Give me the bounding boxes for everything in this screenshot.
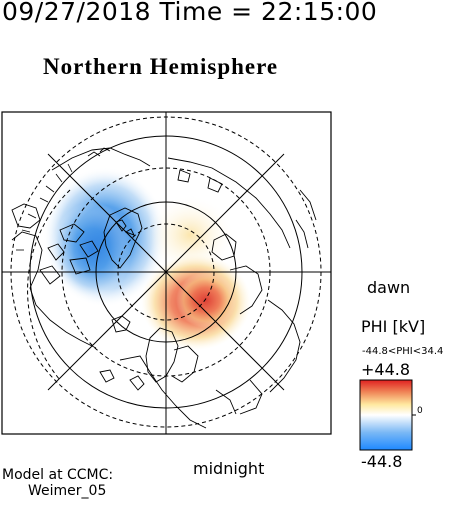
- colorbar-gradient: [359, 379, 413, 451]
- negative-cell-core: [52, 202, 132, 298]
- coastlines: [11, 147, 317, 429]
- map-frame: [1, 111, 332, 435]
- colorbar: [359, 379, 416, 451]
- polar-map: [1, 111, 332, 435]
- hemisphere-title: Northern Hemisphere: [43, 54, 279, 79]
- model-name-label: Weimer_05: [28, 483, 107, 499]
- colorbar-title: PHI [kV]: [361, 317, 426, 336]
- model-source-label: Model at CCMC:: [2, 467, 114, 483]
- colorbar-mid-label: 0: [417, 406, 423, 416]
- datetime-title: 09/27/2018 Time = 22:15:00: [2, 0, 378, 26]
- colorbar-max-label: +44.8: [361, 360, 411, 379]
- positive-cell-edge: [145, 195, 235, 275]
- colorbar-min-label: -44.8: [361, 452, 403, 471]
- positive-cell-core: [176, 272, 236, 328]
- colorbar-range: -44.8<PHI<34.4: [362, 346, 444, 357]
- meridian-diag-2: [47, 153, 285, 391]
- boundary-arc-left: [27, 189, 71, 381]
- dawn-label: dawn: [367, 278, 411, 297]
- midnight-label: midnight: [193, 459, 265, 478]
- meridians: [2, 112, 331, 434]
- arc-ticks: [16, 163, 73, 251]
